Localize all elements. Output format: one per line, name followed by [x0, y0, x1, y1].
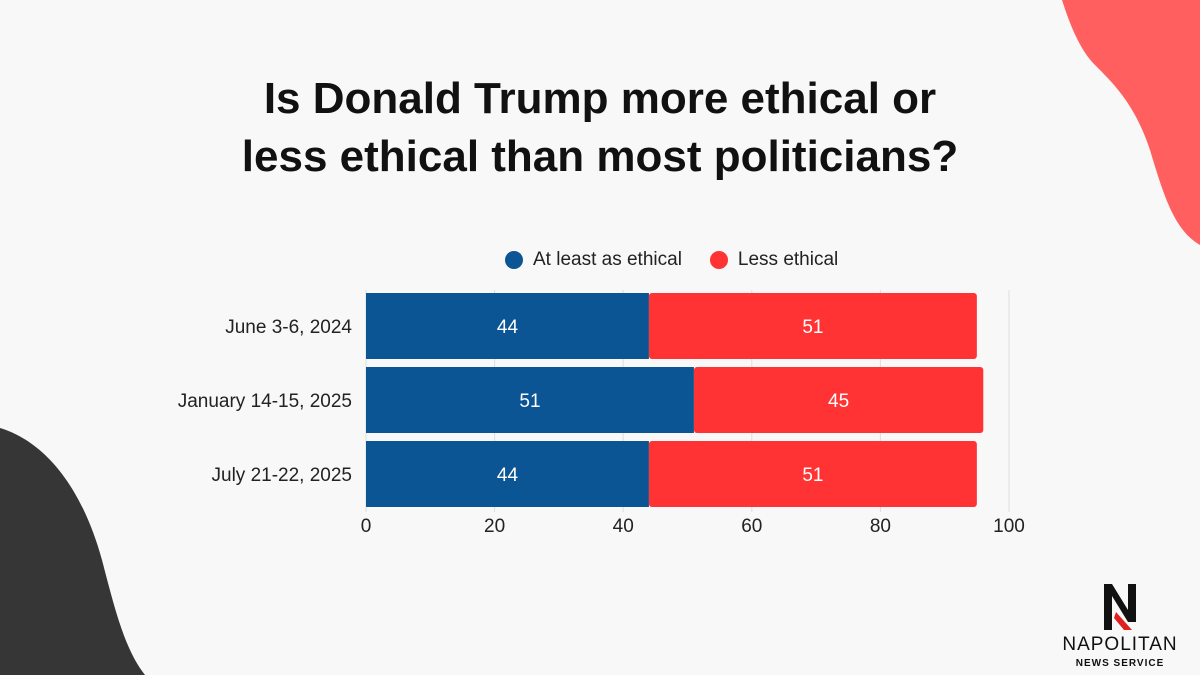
x-tick-label-80: 80 — [870, 516, 891, 537]
x-tick-label-20: 20 — [484, 516, 505, 537]
category-label-january-14-15-2025: January 14-15, 2025 — [178, 391, 352, 412]
x-tick-label-60: 60 — [741, 516, 762, 537]
brand-subtitle: NEWS SERVICE — [1075, 658, 1165, 669]
data-label-at-least-as-ethical-july-21-22-2025: 44 — [497, 465, 519, 486]
x-tick-label-0: 0 — [361, 516, 372, 537]
legend-label-less-ethical: Less ethical — [737, 249, 839, 270]
category-label-june-3-6-2024: June 3-6, 2024 — [225, 317, 352, 338]
legend-swatch-at-least-as-ethical — [505, 251, 523, 269]
napolitan-n-mark-icon — [1104, 584, 1136, 630]
bar-less-ethical-january-14-15-2025 — [693, 367, 984, 433]
data-label-less-ethical-july-21-22-2025: 51 — [802, 465, 823, 486]
bar-less-ethical-june-3-6-2024 — [648, 293, 977, 359]
bar-at-least-as-ethical-january-14-15-2025 — [366, 367, 694, 433]
data-label-less-ethical-january-14-15-2025: 45 — [828, 391, 849, 412]
legend-item-less-ethical: Less ethical — [709, 249, 839, 271]
bar-at-least-as-ethical-june-3-6-2024 — [366, 293, 649, 359]
bottom-left-blob — [0, 428, 145, 675]
chart-title: Is Donald Trump more ethical or less eth… — [0, 70, 1200, 186]
bar-less-ethical-july-21-22-2025 — [648, 441, 977, 507]
napolitan-logo: NAPOLITAN NEWS SERVICE — [1050, 582, 1190, 672]
legend: At least as ethical Less ethical — [505, 248, 866, 272]
title-line-2: less ethical than most politicians? — [241, 132, 959, 181]
data-label-at-least-as-ethical-january-14-15-2025: 51 — [519, 391, 540, 412]
bar-at-least-as-ethical-july-21-22-2025 — [366, 441, 649, 507]
category-label-july-21-22-2025: July 21-22, 2025 — [212, 465, 353, 486]
brand-name: NAPOLITAN — [1062, 634, 1178, 655]
legend-item-at-least-as-ethical: At least as ethical — [505, 249, 682, 271]
data-label-less-ethical-june-3-6-2024: 51 — [802, 317, 823, 338]
legend-label-at-least-as-ethical: At least as ethical — [533, 249, 682, 270]
x-tick-label-40: 40 — [613, 516, 634, 537]
legend-swatch-less-ethical — [709, 251, 728, 269]
x-tick-label-100: 100 — [993, 516, 1025, 537]
top-right-blob — [1062, 0, 1200, 245]
title-line-1: Is Donald Trump more ethical or — [263, 74, 937, 123]
data-label-at-least-as-ethical-june-3-6-2024: 44 — [497, 317, 519, 338]
